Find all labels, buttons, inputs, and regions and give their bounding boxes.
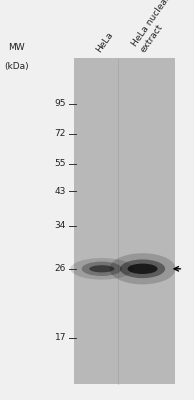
Ellipse shape bbox=[82, 262, 122, 276]
Bar bbox=[74, 58, 175, 384]
Text: 72: 72 bbox=[55, 130, 66, 138]
Text: 26: 26 bbox=[55, 264, 66, 273]
Ellipse shape bbox=[89, 265, 114, 272]
Ellipse shape bbox=[128, 264, 158, 274]
Text: MW: MW bbox=[8, 44, 25, 52]
Ellipse shape bbox=[109, 253, 176, 284]
Ellipse shape bbox=[70, 258, 133, 280]
Text: HeLa: HeLa bbox=[94, 30, 115, 54]
Ellipse shape bbox=[120, 260, 165, 278]
Text: (kDa): (kDa) bbox=[4, 62, 29, 70]
Text: 34: 34 bbox=[55, 222, 66, 230]
Text: 55: 55 bbox=[55, 160, 66, 168]
Text: 43: 43 bbox=[55, 187, 66, 196]
Text: 17: 17 bbox=[55, 334, 66, 342]
Text: HeLa nuclear
extract: HeLa nuclear extract bbox=[131, 0, 181, 54]
Text: 95: 95 bbox=[55, 100, 66, 108]
